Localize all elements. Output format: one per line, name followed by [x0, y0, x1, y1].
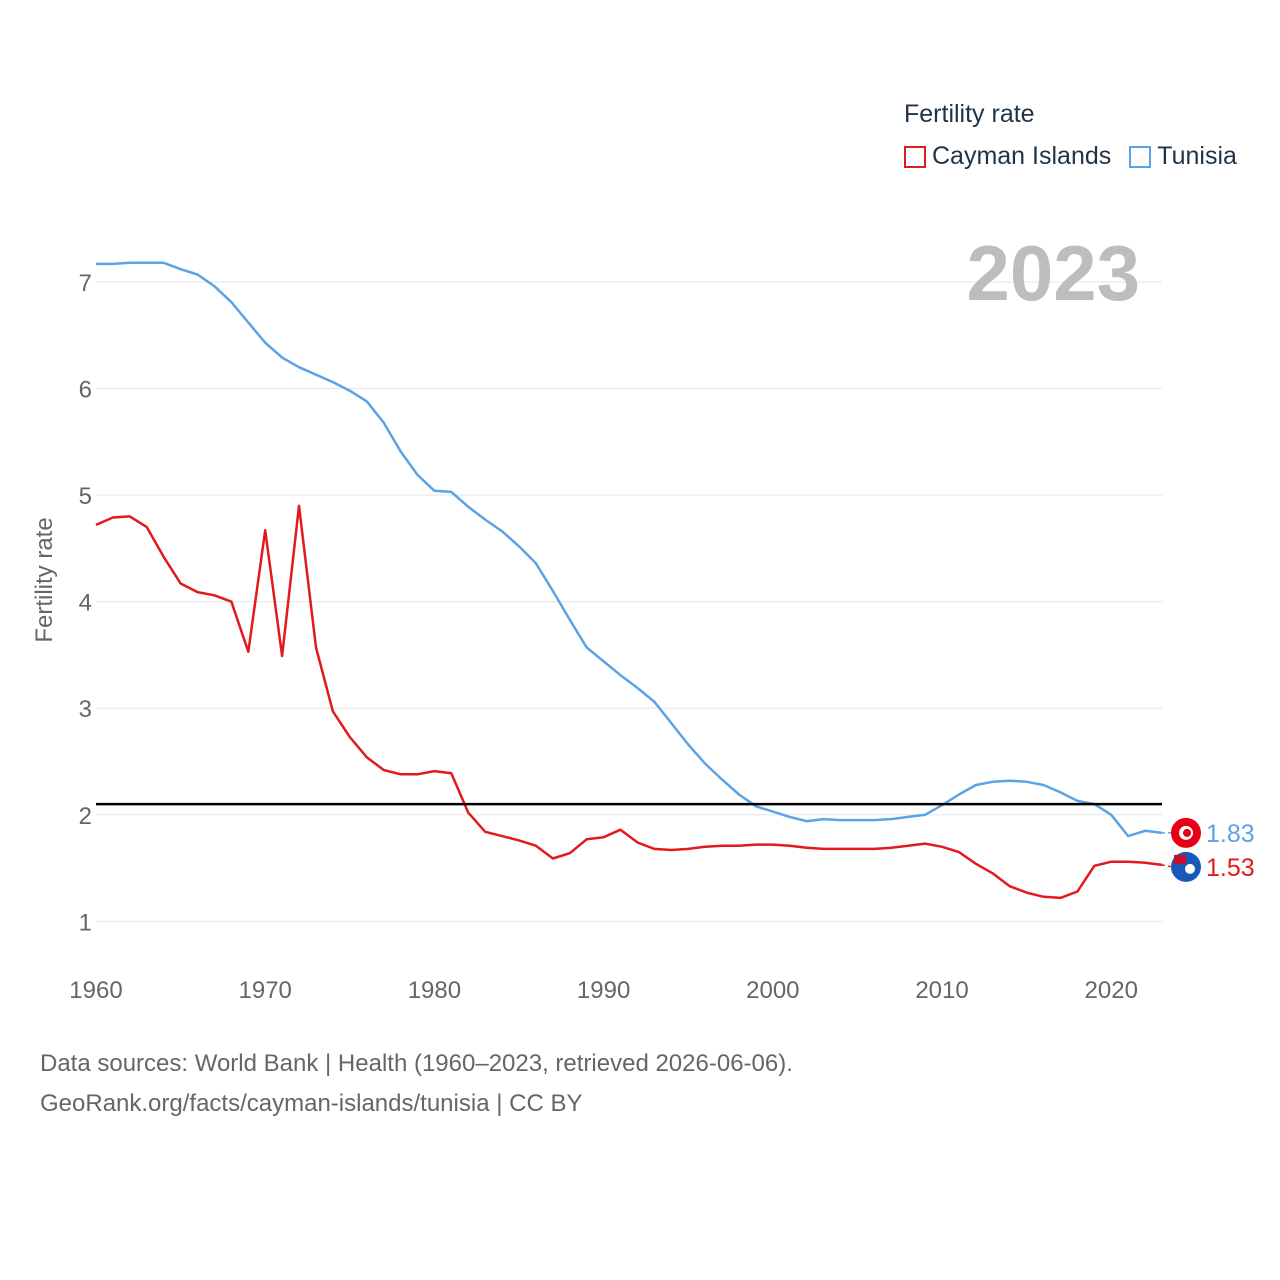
- y-tick-label: 6: [79, 377, 92, 404]
- x-tick-label: 2020: [1085, 977, 1138, 1004]
- y-tick-label: 7: [79, 270, 92, 297]
- y-tick-label: 5: [79, 483, 92, 510]
- year-label: 2023: [966, 229, 1140, 317]
- series-lines: [95, 261, 1163, 900]
- y-tick-label: 3: [79, 696, 92, 723]
- x-tick-label: 1980: [408, 977, 461, 1004]
- series-line-tunisia: [96, 261, 1163, 838]
- x-tick-label: 1970: [239, 977, 292, 1004]
- cayman-islands-flag-crest: [1185, 863, 1195, 874]
- legend-item-tunisia[interactable]: Tunisia: [1129, 142, 1237, 171]
- y-tick-label: 4: [79, 590, 92, 617]
- y-tick-label: 2: [79, 803, 92, 830]
- end-label-tunisia: 1.83: [1206, 820, 1255, 848]
- y-axis-label: Fertility rate: [31, 517, 58, 642]
- legend-item-cayman-islands[interactable]: Cayman Islands: [904, 142, 1111, 171]
- axis-labels: 1 2 3 4 5 6 7 1960 1970 1980 1990 2000 2010 2020: [69, 270, 1138, 1004]
- end-connector-cayman-islands: [1161, 864, 1173, 868]
- series-line-cayman-islands: [95, 504, 1163, 900]
- end-markers: 1.53 1.83: [1161, 817, 1255, 882]
- x-tick-label: 2010: [915, 977, 968, 1004]
- data-sources-text: Data sources: World Bank | Health (1960–…: [40, 1050, 793, 1077]
- legend-swatch-tunisia: [1129, 145, 1152, 168]
- x-tick-label: 1990: [577, 977, 630, 1004]
- legend-swatch-cayman-islands: [904, 145, 926, 168]
- tunisia-flag-crescent: [1183, 828, 1191, 837]
- legend-title: Fertility rate: [904, 100, 1035, 128]
- legend: Cayman Islands Tunisia: [904, 142, 1255, 171]
- end-label-cayman-islands: 1.53: [1206, 854, 1255, 882]
- x-tick-label: 2000: [746, 977, 799, 1004]
- legend-label-cayman-islands: Cayman Islands: [932, 142, 1112, 170]
- footer: Data sources: World Bank | Health (1960–…: [40, 1044, 793, 1124]
- cayman-islands-flag-union: [1174, 854, 1186, 864]
- legend-label-tunisia: Tunisia: [1157, 142, 1237, 170]
- x-tick-label: 1960: [69, 977, 122, 1004]
- y-tick-label: 1: [79, 909, 92, 936]
- attribution-text: GeoRank.org/facts/cayman-islands/tunisia…: [40, 1090, 583, 1117]
